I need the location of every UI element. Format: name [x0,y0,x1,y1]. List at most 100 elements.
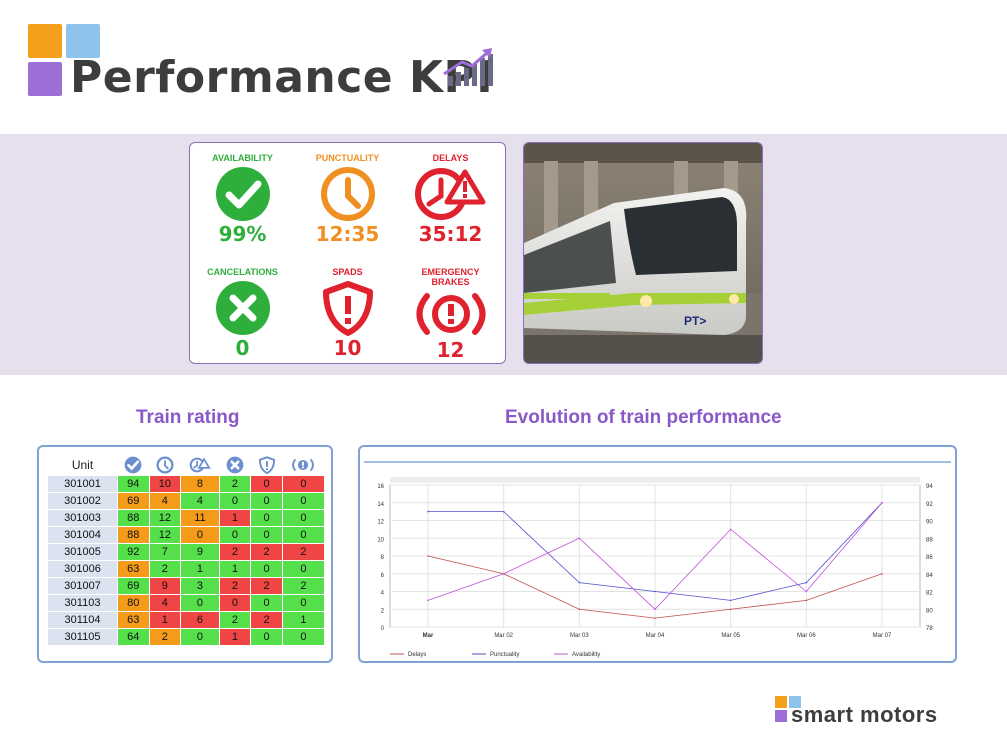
unit-cell: 301001 [47,474,118,493]
brake-warning-icon [416,293,485,335]
rating-cell: 2 [250,542,283,561]
data-point [578,608,581,611]
col-cancelations [219,455,251,475]
table-row: 301103 80 4 0 0 0 0 [47,593,326,612]
x-tick-label: Mar 06 [797,633,816,639]
page-title: Performance KPI [70,52,494,103]
unit-cell: 301006 [47,559,118,578]
rating-cell: 0 [281,627,326,646]
rating-cell: 1 [218,559,252,578]
data-point [881,572,883,575]
rating-cell: 0 [218,491,252,510]
delay-warning-icon [414,168,485,220]
rating-cell: 6 [180,610,220,629]
rating-cell: 0 [250,491,283,510]
logo-square-blue [66,24,100,58]
rating-cell: 2 [250,576,283,595]
rating-cell: 0 [281,525,326,544]
rating-cell: 94 [117,474,150,493]
y-tick-right: 92 [926,502,933,508]
kpi-label: AVAILABILITY [212,153,273,163]
rating-cell: 80 [117,593,150,612]
rating-cell: 9 [180,542,220,561]
unit-cell: 301103 [47,593,118,612]
data-point [578,537,581,540]
y-tick-left: 16 [377,484,384,490]
rating-cell: 88 [117,508,150,527]
rating-cell: 1 [180,559,220,578]
check-circle-icon [215,167,270,221]
y-tick-right: 88 [926,537,933,543]
rating-cell: 4 [180,491,220,510]
col-spads [251,455,283,475]
y-tick-left: 0 [381,626,385,632]
logo-square-purple [28,62,62,96]
y-tick-left: 2 [381,608,385,614]
rating-cell: 0 [281,593,326,612]
rating-cell: 0 [180,525,220,544]
kpi-label: DELAYS [432,153,469,163]
kpi-delays: DELAYS 35:12 [398,153,503,246]
rating-cell: 1 [281,610,326,629]
y-tick-right: 84 [926,573,933,579]
rating-cell: 2 [218,610,252,629]
kpi-label: CANCELATIONS [207,267,278,277]
x-tick-label: Mar 05 [721,633,740,639]
rating-cell: 0 [281,508,326,527]
chart-grid [389,484,921,628]
kpi-panel: AVAILABILITY 99% PUNCTUALITY 12:35 DELAY… [189,142,506,364]
rating-cell: 0 [250,593,283,612]
logo-square-orange [28,24,62,58]
kpi-label: PUNCTUALITY [315,153,380,163]
rating-cell: 11 [180,508,220,527]
rating-cell: 0 [250,474,283,493]
performance-line-chart: 0 2 4 6 8 10 12 14 16 78 80 82 84 86 88 90 92 94 Mar Mar 02… [364,461,951,658]
rating-cell: 2 [281,576,326,595]
rating-cell: 2 [218,474,252,493]
x-tick-label: Mar 03 [570,633,589,639]
shield-warning-icon [258,456,275,474]
table-row: 301005 92 7 9 2 2 2 [47,542,326,561]
rating-cell: 1 [218,508,252,527]
chart-legend: Delays Punctuality Availability [390,652,600,658]
logo-squares [28,24,102,98]
x-circle-icon [226,456,244,474]
x-circle-icon [215,281,270,335]
rating-cell: 92 [117,542,150,561]
data-point [654,608,656,611]
tram-photo: PT> [523,142,763,364]
unit-cell: 301004 [47,525,118,544]
col-punctuality [149,455,181,475]
smart-motors-logo: smart motors [775,694,985,730]
rating-cell: 0 [250,559,283,578]
table-row: 301004 88 12 0 0 0 0 [47,525,326,544]
y-tick-right: 82 [926,591,933,597]
y-tick-right: 94 [926,484,933,490]
rating-cell: 88 [117,525,150,544]
train-rating-panel: Unit 30100 [37,445,333,663]
data-point [805,581,808,584]
rating-cell: 63 [117,610,150,629]
rating-cell: 7 [148,542,182,561]
data-point [502,510,505,513]
data-point [427,599,429,602]
rating-cell: 3 [180,576,220,595]
kpi-value: 12:35 [315,222,380,246]
rating-cell: 69 [117,576,150,595]
bar-chart-trend-icon [443,48,493,86]
col-availability [118,455,150,475]
performance-chart-panel: 0 2 4 6 8 10 12 14 16 78 80 82 84 86 88 90 92 94 Mar Mar 02… [358,445,957,663]
chart-scrollbar[interactable] [390,477,920,483]
unit-cell: 301104 [47,610,118,629]
train-rating-title: Train rating [136,407,240,428]
rating-cell: 0 [281,559,326,578]
rating-cell: 12 [148,525,182,544]
rating-cell: 1 [218,627,252,646]
col-delays [181,455,220,475]
rating-cell: 8 [180,474,220,493]
legend-label: Punctuality [490,652,519,658]
rating-cell: 0 [218,525,252,544]
col-emergency-brakes [282,455,324,475]
y-tick-right: 80 [926,608,933,614]
data-point [427,555,429,557]
